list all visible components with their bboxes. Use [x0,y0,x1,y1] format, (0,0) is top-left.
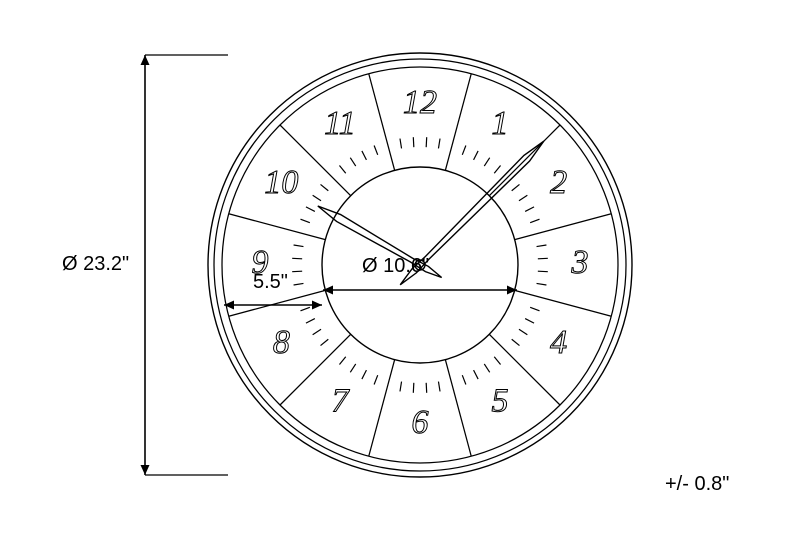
clock-numeral: 1 [492,105,509,142]
clock-numeral: 6 [412,404,429,441]
clock-dimension-diagram: 121234567891011Ø 23.2"Ø 10.6"5.5"+/- 0.8… [0,0,800,533]
clock-numeral: 8 [273,324,290,361]
clock-numeral: 11 [324,105,355,142]
clock-numeral: 3 [571,244,589,281]
dim-inner-diameter: Ø 10.6" [323,255,517,290]
clock-numeral: 10 [264,164,298,201]
clock-numeral: 12 [403,84,437,121]
clock-numeral: 4 [550,324,567,361]
tolerance-label: +/- 0.8" [665,473,729,495]
clock-numeral: 2 [550,164,567,201]
dim-overall-diameter: Ø 23.2" [62,55,228,475]
label-inner-diameter: Ø 10.6" [362,255,429,277]
dim-band-width: 5.5" [224,271,322,305]
label-band-width: 5.5" [253,271,288,293]
label-overall-diameter: Ø 23.2" [62,253,129,275]
clock-numeral: 7 [332,382,351,419]
clock-numeral: 5 [492,382,509,419]
